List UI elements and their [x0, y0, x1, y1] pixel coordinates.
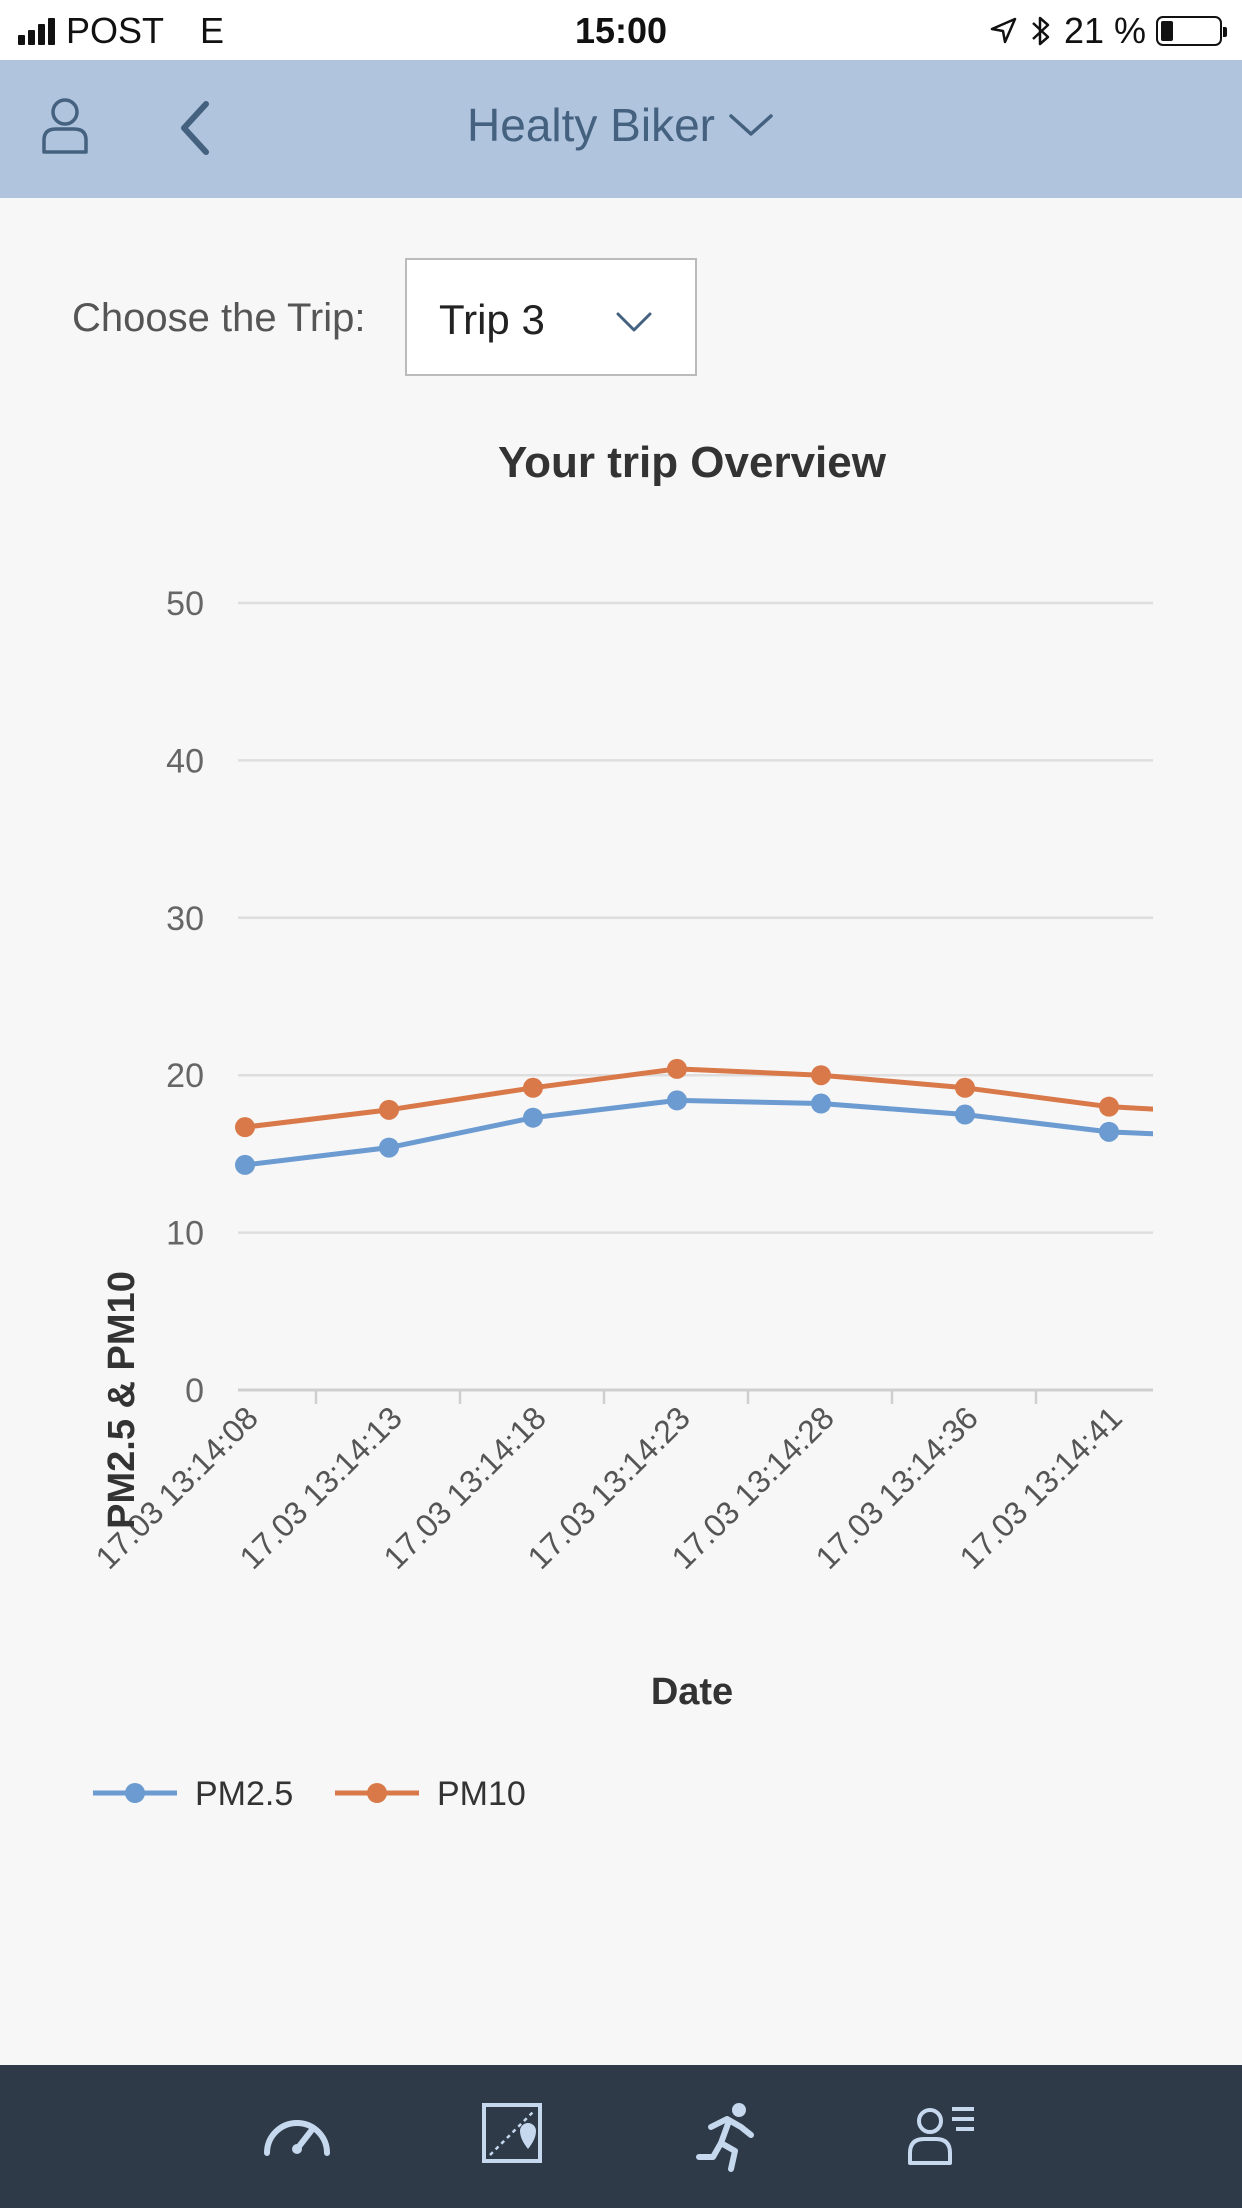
- data-point-pm25: [379, 1137, 399, 1158]
- chart-series: [235, 1058, 1153, 1175]
- data-point-pm10: [811, 1065, 831, 1086]
- data-point-pm25: [811, 1093, 831, 1114]
- legend-label: PM2.5: [195, 1775, 293, 1813]
- chart-legend: PM2.5 PM10: [93, 1775, 526, 1813]
- app-header: Healty Biker: [0, 60, 1242, 198]
- location-arrow-icon: [990, 17, 1017, 44]
- data-point-pm10: [667, 1058, 687, 1079]
- status-right: 21 %: [988, 10, 1227, 52]
- chevron-down-icon: [616, 312, 652, 332]
- app-title-dropdown[interactable]: Healty Biker: [0, 98, 1242, 152]
- chart-axes: 0 10 20 30 40 50: [166, 585, 1153, 1410]
- y-tick-label: 10: [166, 1215, 204, 1253]
- signal-icon: [18, 17, 58, 45]
- status-bar: POST E 15:00 21 %: [0, 0, 1242, 60]
- x-axis-label: Date: [651, 1671, 733, 1713]
- status-time: 15:00: [574, 10, 668, 51]
- chart-grid: [238, 601, 1153, 1234]
- data-point-pm25: [235, 1154, 255, 1175]
- tab-speed[interactable]: [252, 2101, 342, 2181]
- chart-title: Your trip Overview: [498, 438, 887, 487]
- y-tick-label: 30: [166, 900, 204, 938]
- y-tick-label: 50: [166, 585, 204, 623]
- chevron-down-icon: [729, 114, 773, 136]
- data-point-pm25: [1099, 1121, 1119, 1142]
- trip-label: Choose the Trip:: [72, 296, 366, 340]
- data-point-pm25: [523, 1107, 543, 1128]
- profile-list-icon: [908, 2107, 974, 2165]
- trip-overview-chart: Your trip Overview 0 10 20 30 40 50 17.03 13:…: [89, 438, 1153, 1813]
- app-title: Healty Biker: [467, 99, 715, 151]
- user-icon: [42, 98, 88, 154]
- status-left: POST E: [18, 10, 224, 52]
- chevron-left-icon: [181, 101, 209, 155]
- data-point-pm10: [1099, 1096, 1119, 1117]
- bottom-tab-bar: [0, 2065, 1242, 2208]
- data-point-pm10: [235, 1117, 255, 1138]
- back-button[interactable]: [176, 98, 216, 163]
- legend-marker: [367, 1783, 387, 1803]
- map-icon: [482, 2103, 542, 2163]
- battery-percent: 21 %: [1063, 10, 1146, 51]
- bluetooth-icon: [1032, 16, 1050, 46]
- battery-fill: [1161, 21, 1173, 41]
- network-type: E: [200, 10, 225, 51]
- data-point-pm10: [523, 1077, 543, 1098]
- y-tick-label: 0: [185, 1372, 204, 1410]
- trip-select-value: Trip 3: [439, 296, 545, 343]
- data-point-pm10: [955, 1077, 975, 1098]
- runner-icon: [696, 2103, 754, 2172]
- series-line-pm25: [244, 1097, 1153, 1168]
- series-line-pm10: [244, 1066, 1153, 1130]
- carrier-name: POST: [66, 10, 165, 51]
- data-point-pm10: [379, 1099, 399, 1120]
- tab-profile[interactable]: [897, 2101, 987, 2181]
- data-point-pm25: [955, 1104, 975, 1125]
- tab-activity[interactable]: [682, 2101, 772, 2181]
- y-tick-label: 40: [166, 742, 204, 780]
- user-button[interactable]: [40, 96, 90, 161]
- tab-map[interactable]: [467, 2101, 557, 2181]
- speedometer-icon: [264, 2120, 330, 2156]
- legend-marker: [125, 1783, 145, 1803]
- legend-label: PM10: [437, 1775, 526, 1813]
- trip-select[interactable]: Trip 3: [405, 258, 697, 376]
- y-axis-label: PM2.5 & PM10: [101, 1271, 143, 1529]
- battery-icon: [1156, 16, 1227, 46]
- y-tick-label: 20: [166, 1057, 204, 1095]
- data-point-pm25: [667, 1090, 687, 1111]
